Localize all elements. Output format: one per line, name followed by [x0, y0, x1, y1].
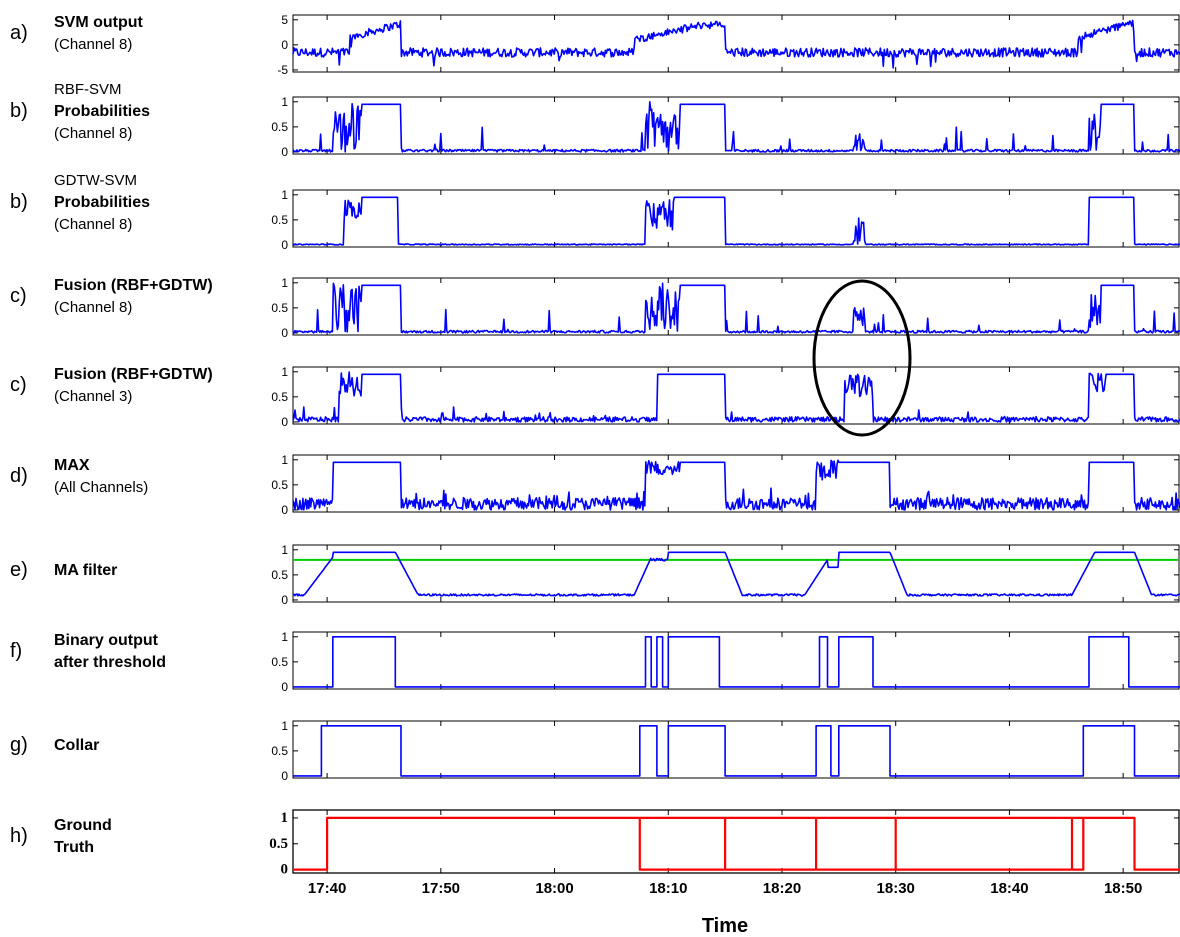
- panel-label-line: RBF-SVM: [54, 81, 122, 98]
- panel-label-line: Binary output: [54, 632, 158, 649]
- panel-frame: [292, 366, 1180, 425]
- y-tick-label: 0.5: [271, 120, 288, 134]
- panel-letter: a): [10, 22, 28, 44]
- y-tick-label: 1: [281, 630, 288, 644]
- panel-label-line: (Channel 8): [54, 216, 133, 233]
- panel-frame: [292, 809, 1180, 874]
- series-line: [292, 371, 1180, 423]
- time-tick-label: 18:40: [990, 880, 1028, 897]
- y-tick-label: 0.5: [271, 568, 288, 582]
- panel-letter: h): [10, 825, 28, 847]
- panel-frame: [292, 189, 1180, 248]
- panel-letter: c): [10, 285, 27, 307]
- time-tick-label: 18:10: [649, 880, 687, 897]
- panel-letter: f): [10, 640, 23, 662]
- y-tick-label: 1: [281, 543, 288, 557]
- panel-letter: c): [10, 374, 27, 396]
- y-tick-label: 0: [281, 593, 288, 607]
- panel-label-line: after threshold: [54, 654, 167, 671]
- panel-label-line: Probabilities: [54, 103, 151, 120]
- panel-letter: b): [10, 191, 28, 213]
- y-tick-label: 1: [281, 276, 288, 290]
- series-line: [292, 101, 1180, 153]
- panel-label-line: (Channel 8): [54, 299, 133, 316]
- panel-label-line: Fusion (RBF+GDTW): [54, 366, 213, 383]
- y-tick-label: 0: [281, 38, 288, 52]
- y-tick-label: 0: [281, 238, 288, 252]
- panel-label-line: (Channel 8): [54, 125, 133, 142]
- panel-label-line: (All Channels): [54, 479, 149, 496]
- panel-label-line: Ground: [54, 817, 112, 834]
- series-line: [293, 725, 1180, 777]
- y-tick-label: -5: [277, 63, 288, 77]
- y-tick-label: 1: [281, 719, 288, 733]
- y-tick-label: 1: [281, 453, 288, 467]
- time-tick-label: 18:50: [1104, 880, 1142, 897]
- y-tick-label: 0.5: [271, 301, 288, 315]
- y-tick-label: 0.5: [269, 836, 288, 852]
- y-tick-label: 0: [281, 680, 288, 694]
- panel-frame: [292, 277, 1180, 336]
- y-tick-label: 1: [281, 95, 288, 109]
- y-tick-label: 0: [281, 415, 288, 429]
- y-tick-label: 0: [281, 769, 288, 783]
- panel-frame: [292, 14, 1180, 73]
- series-line: [292, 282, 1180, 334]
- y-tick-label: 5: [281, 13, 288, 27]
- y-tick-label: 0.5: [271, 213, 288, 227]
- panel-frame: [292, 631, 1180, 690]
- panel-frame: [292, 454, 1180, 513]
- panel-letter: g): [10, 734, 28, 756]
- series-line: [292, 459, 1180, 511]
- y-tick-label: 0: [281, 862, 289, 878]
- time-tick-label: 17:40: [308, 880, 346, 897]
- annotation-ellipse: [812, 279, 912, 437]
- series-line: [292, 19, 1180, 69]
- panel-frame: [292, 720, 1180, 779]
- time-tick-label: 18:00: [535, 880, 573, 897]
- series-line: [292, 196, 1180, 246]
- panel-label-line: Probabilities: [54, 194, 151, 211]
- panel-letter: d): [10, 465, 28, 487]
- panel-letter: b): [10, 100, 28, 122]
- panel-label-line: MA filter: [54, 562, 118, 579]
- y-tick-label: 0.5: [271, 744, 288, 758]
- y-tick-label: 1: [281, 810, 289, 826]
- panel-label-line: (Channel 3): [54, 388, 133, 405]
- panel-label-line: (Channel 8): [54, 36, 133, 53]
- time-tick-label: 18:30: [877, 880, 915, 897]
- y-tick-label: 0: [281, 326, 288, 340]
- panel-label-line: SVM output: [54, 14, 143, 31]
- y-tick-label: 1: [281, 365, 288, 379]
- y-tick-label: 0.5: [271, 478, 288, 492]
- y-tick-label: 0.5: [271, 655, 288, 669]
- y-tick-label: 1: [281, 188, 288, 202]
- series-line: [293, 636, 1180, 688]
- panel-frame: [292, 544, 1180, 603]
- time-tick-label: 17:50: [422, 880, 460, 897]
- panel-letter: e): [10, 559, 28, 581]
- panel-label-line: MAX: [54, 457, 90, 474]
- panel-label-line: Collar: [54, 737, 100, 754]
- series-line: [293, 816, 1180, 871]
- time-tick-label: 18:20: [763, 880, 801, 897]
- panel-label-line: Truth: [54, 839, 94, 856]
- x-axis-title: Time: [702, 915, 748, 937]
- panel-labels: a) SVM output (Channel 8) b) RBF-SVM Probabil…: [0, 0, 290, 937]
- y-tick-label: 0: [281, 503, 288, 517]
- panel-label-line: Fusion (RBF+GDTW): [54, 277, 213, 294]
- panel-label-line: GDTW-SVM: [54, 172, 138, 189]
- panel-frame: [292, 96, 1180, 155]
- y-tick-label: 0.5: [271, 390, 288, 404]
- series-line: [292, 551, 1180, 597]
- y-tick-label: 0: [281, 145, 288, 159]
